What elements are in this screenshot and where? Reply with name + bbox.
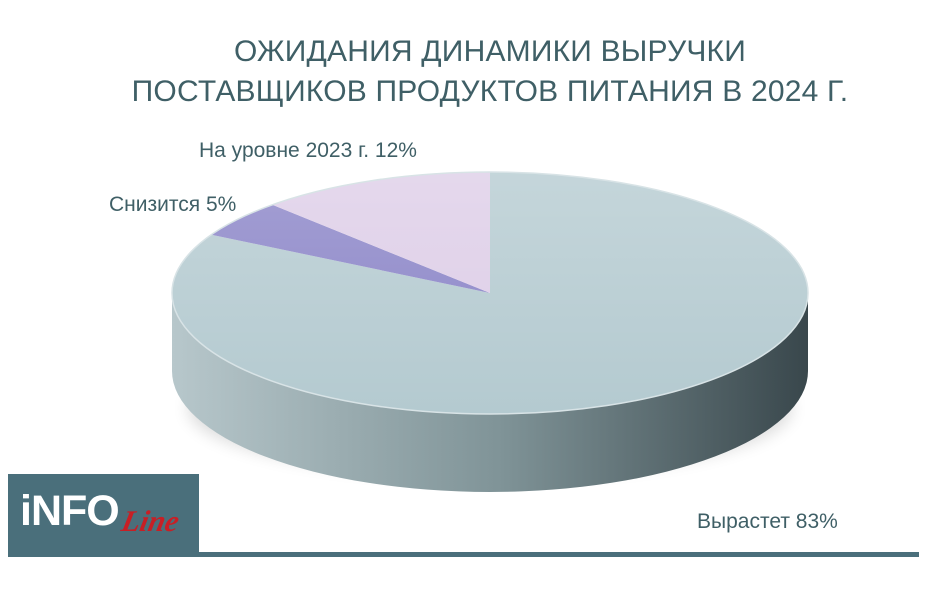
logo-line-text: Line [118,505,183,538]
pie-top-highlight [172,172,808,414]
chart-title-line-1: ОЖИДАНИЯ ДИНАМИКИ ВЫРУЧКИ [234,35,746,68]
chart-title-line-2: ПОСТАВЩИКОВ ПРОДУКТОВ ПИТАНИЯ В 2024 Г. [131,75,849,108]
slice-label-decline: Снизится 5% [109,193,237,216]
chart-title: ОЖИДАНИЯ ДИНАМИКИ ВЫРУЧКИ ПОСТАВЩИКОВ ПР… [0,32,934,112]
infoline-logo: iNFO Line [8,474,199,557]
footer-rule [199,552,919,557]
pie-rim [171,171,809,415]
logo-info-text: iNFO [20,487,120,535]
pie-side-wall [172,293,808,492]
slice-label-growth: Вырастет 83% [697,510,838,533]
slice-label-stable: На уровне 2023 г. 12% [199,139,417,162]
